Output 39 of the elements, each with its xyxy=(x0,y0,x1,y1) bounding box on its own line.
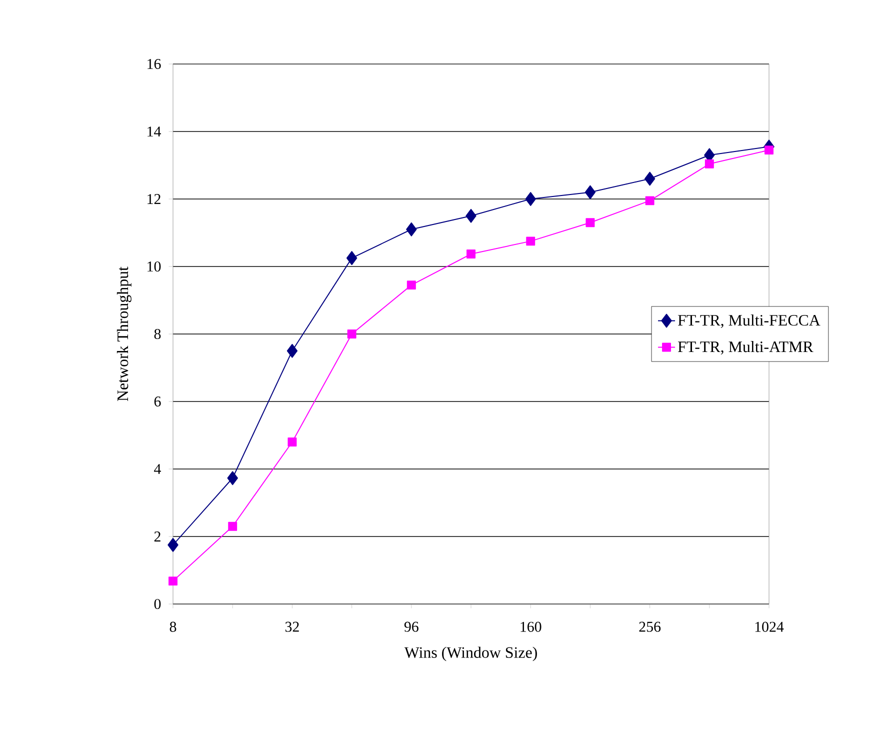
legend-label: FT-TR, Multi-FECCA xyxy=(678,314,820,328)
y-tick-label: 0 xyxy=(154,598,161,610)
x-tick-label: 1024 xyxy=(755,622,784,632)
y-tick-label: 2 xyxy=(154,532,160,542)
y-tick-label: 12 xyxy=(148,194,160,204)
y-axis-title: Network Throughput xyxy=(116,266,132,402)
point xyxy=(466,208,476,223)
point xyxy=(764,146,774,155)
point xyxy=(286,344,298,358)
x-axis-title: Wins (Window Size) xyxy=(404,646,537,662)
y-tick-label: 10 xyxy=(148,261,161,272)
point xyxy=(168,538,178,552)
point xyxy=(526,236,536,246)
x-tick-label: 256 xyxy=(639,622,661,632)
point xyxy=(228,522,238,531)
point xyxy=(645,196,654,206)
x-tick-label: 160 xyxy=(520,622,542,632)
x-tick-label: 96 xyxy=(404,622,418,632)
y-tick-label: 16 xyxy=(148,58,161,70)
point xyxy=(346,251,358,266)
y-tick-label: 6 xyxy=(154,396,161,407)
point xyxy=(406,280,416,290)
point xyxy=(644,172,656,186)
point xyxy=(227,471,238,486)
point xyxy=(704,159,714,168)
x-tick-label: 32 xyxy=(285,622,299,632)
point xyxy=(406,222,417,236)
point xyxy=(586,218,595,228)
x-tick-label: 8 xyxy=(170,622,176,632)
point xyxy=(525,192,536,206)
legend-label: FT-TR, Multi-ATMR xyxy=(678,340,814,354)
point xyxy=(168,576,178,586)
y-tick-label: 14 xyxy=(148,126,161,136)
y-tick-label: 4 xyxy=(154,464,161,474)
point xyxy=(466,250,476,258)
point xyxy=(584,185,596,200)
point xyxy=(347,330,356,338)
point xyxy=(288,438,297,446)
y-tick-label: 8 xyxy=(154,328,161,340)
